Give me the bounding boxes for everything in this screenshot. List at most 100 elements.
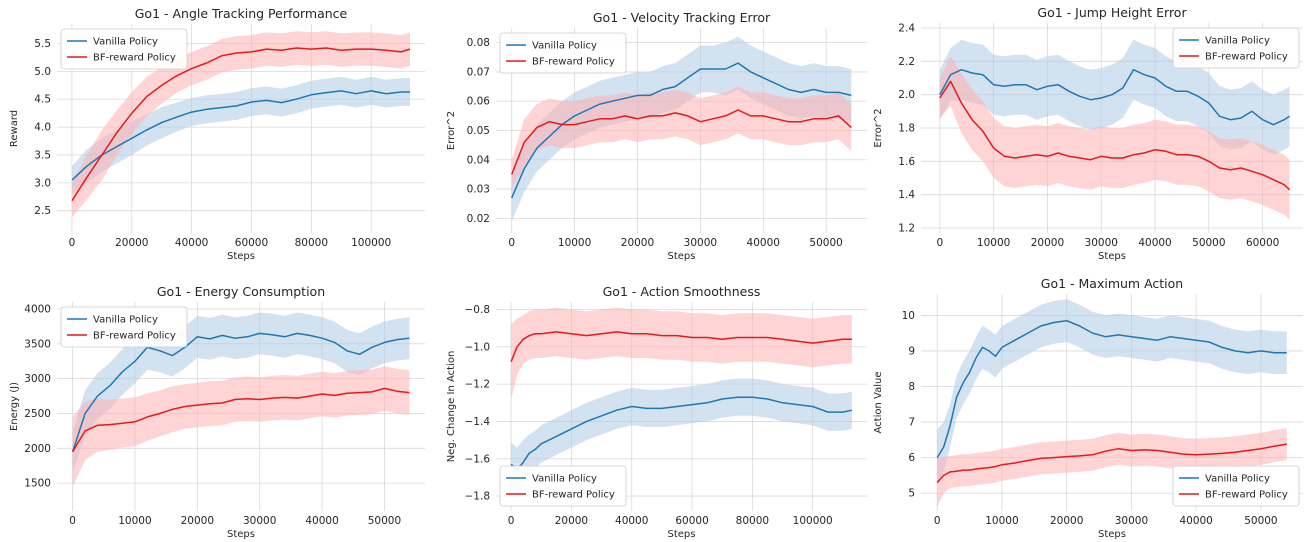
y-axis-label: Neg. Change In Action (446, 351, 457, 463)
y-tick-label: 1.6 (898, 156, 915, 168)
confidence-band-vanilla-policy (937, 299, 1287, 487)
series-line-bf-reward-policy (510, 331, 852, 362)
chart-title: Go1 - Angle Tracking Performance (135, 6, 348, 21)
chart-title: Go1 - Maximum Action (1041, 276, 1183, 291)
confidence-band-bf-reward-policy (511, 307, 852, 399)
x-tick-label: 40000 (175, 237, 208, 249)
plot-data (936, 299, 1287, 508)
y-tick-label: 4.5 (34, 94, 51, 106)
plot-data (510, 307, 853, 493)
x-tick-label: 40000 (305, 515, 338, 527)
legend: Vanilla Policy BF-reward Policy (499, 465, 627, 507)
y-tick-label: 5.0 (34, 66, 51, 78)
x-tick-label: 20000 (181, 515, 214, 527)
y-tick-label: 3.0 (34, 177, 51, 189)
legend: Vanilla Policy BF-reward Policy (1172, 27, 1300, 69)
x-tick-label: 10000 (977, 237, 1010, 249)
y-tick-label: 3.5 (34, 149, 51, 161)
chart-title: Go1 - Energy Consumption (157, 284, 325, 299)
y-tick-label: 1.4 (898, 189, 915, 201)
series-line-bf-reward-policy (936, 443, 1287, 484)
series-line-bf-reward-policy (511, 109, 852, 175)
y-tick-label: 2000 (24, 443, 51, 455)
confidence-band-vanilla-policy (72, 76, 410, 194)
legend-box (499, 465, 627, 507)
x-tick-label: 20000 (621, 237, 654, 249)
y-tick-label: −1.4 (465, 416, 491, 428)
y-tick-label: 1.8 (898, 123, 915, 135)
y-tick-label: 7 (908, 417, 915, 429)
x-tick-label: 40000 (615, 515, 648, 527)
confidence-band-bf-reward-policy (511, 86, 852, 190)
legend-box (60, 28, 188, 70)
x-tick-label: 20000 (1050, 515, 1083, 527)
y-tick-label: 3500 (24, 338, 51, 350)
plot-data (71, 312, 410, 487)
y-tick-label: 8 (908, 381, 915, 393)
confidence-band-bf-reward-policy (72, 366, 410, 487)
y-tick-label: 9 (908, 345, 915, 357)
confidence-band-vanilla-policy (511, 378, 852, 493)
chart-6-go1-maximum-action: 0 10000 20000 30000 40000 50000 5 6 7 8 9 10 Go1 - M… (873, 276, 1303, 540)
confidence-band-vanilla-policy (939, 39, 1290, 155)
legend-box (1172, 27, 1300, 69)
series-line-vanilla-policy (939, 68, 1290, 126)
x-tick-label: 20000 (115, 237, 148, 249)
y-tick-label: 4.0 (34, 122, 51, 134)
series-line-bf-reward-policy (71, 47, 411, 202)
legend-box (1172, 465, 1300, 507)
y-tick-label: 0.06 (467, 96, 491, 108)
series-line-vanilla-policy (936, 319, 1287, 458)
x-axis-label: Steps (227, 251, 255, 262)
y-tick-label: 5.5 (34, 38, 51, 50)
x-tick-label: 50000 (368, 515, 401, 527)
confidence-band-vanilla-policy (511, 36, 852, 222)
y-tick-label: 4000 (24, 303, 51, 315)
x-tick-label: 60000 (1246, 237, 1279, 249)
y-tick-label: 2.2 (898, 56, 915, 68)
plot-data (71, 31, 411, 218)
x-axis-label: Steps (668, 251, 696, 262)
y-tick-label: −1.6 (465, 453, 491, 465)
series-line-vanilla-policy (511, 62, 852, 199)
x-tick-label: 10000 (118, 515, 151, 527)
chart-title: Go1 - Velocity Tracking Error (593, 10, 771, 25)
y-tick-label: 0.04 (467, 154, 491, 166)
y-tick-label: 2.5 (34, 205, 51, 217)
confidence-band-bf-reward-policy (937, 428, 1287, 508)
x-axis-label: Steps (1098, 251, 1126, 262)
x-tick-label: 0 (69, 237, 76, 249)
x-tick-label: 30000 (243, 515, 276, 527)
confidence-band-bf-reward-policy (72, 31, 410, 218)
x-tick-label: 50000 (1244, 515, 1277, 527)
legend-label-bf-reward-policy: BF-reward Policy (532, 490, 615, 501)
x-axis-label: Steps (668, 529, 696, 540)
x-tick-label: 20000 (1031, 237, 1064, 249)
x-axis-label: Steps (1098, 529, 1126, 540)
y-tick-label: 0.02 (467, 213, 490, 225)
x-tick-label: 80000 (295, 237, 328, 249)
legend-label-bf-reward-policy: BF-reward Policy (532, 57, 615, 68)
x-tick-label: 10000 (558, 237, 591, 249)
legend-label-bf-reward-policy: BF-reward Policy (93, 53, 176, 64)
y-tick-label: 5 (908, 488, 915, 500)
y-axis-label: Energy (J) (9, 382, 20, 431)
chart-title: Go1 - Jump Height Error (1037, 5, 1187, 20)
x-tick-label: 30000 (1085, 237, 1118, 249)
y-tick-label: 2500 (24, 408, 51, 420)
legend-label-bf-reward-policy: BF-reward Policy (1205, 52, 1288, 63)
series-line-bf-reward-policy (71, 387, 410, 453)
y-axis-label: Error^2 (446, 111, 457, 150)
y-axis-label: Reward (9, 110, 20, 147)
legend-label-vanilla-policy: Vanilla Policy (532, 474, 597, 485)
x-tick-label: 60000 (235, 237, 268, 249)
legend-box (60, 306, 188, 348)
plot-data (511, 36, 852, 222)
y-axis-label: Action Value (873, 372, 884, 434)
x-tick-label: 30000 (1115, 515, 1148, 527)
x-tick-label: 30000 (684, 237, 717, 249)
chart-title: Go1 - Action Smoothness (603, 284, 761, 299)
chart-4-go1-energy-consumption: 0 10000 20000 30000 40000 50000 1500 2000 2500 30… (9, 284, 425, 540)
